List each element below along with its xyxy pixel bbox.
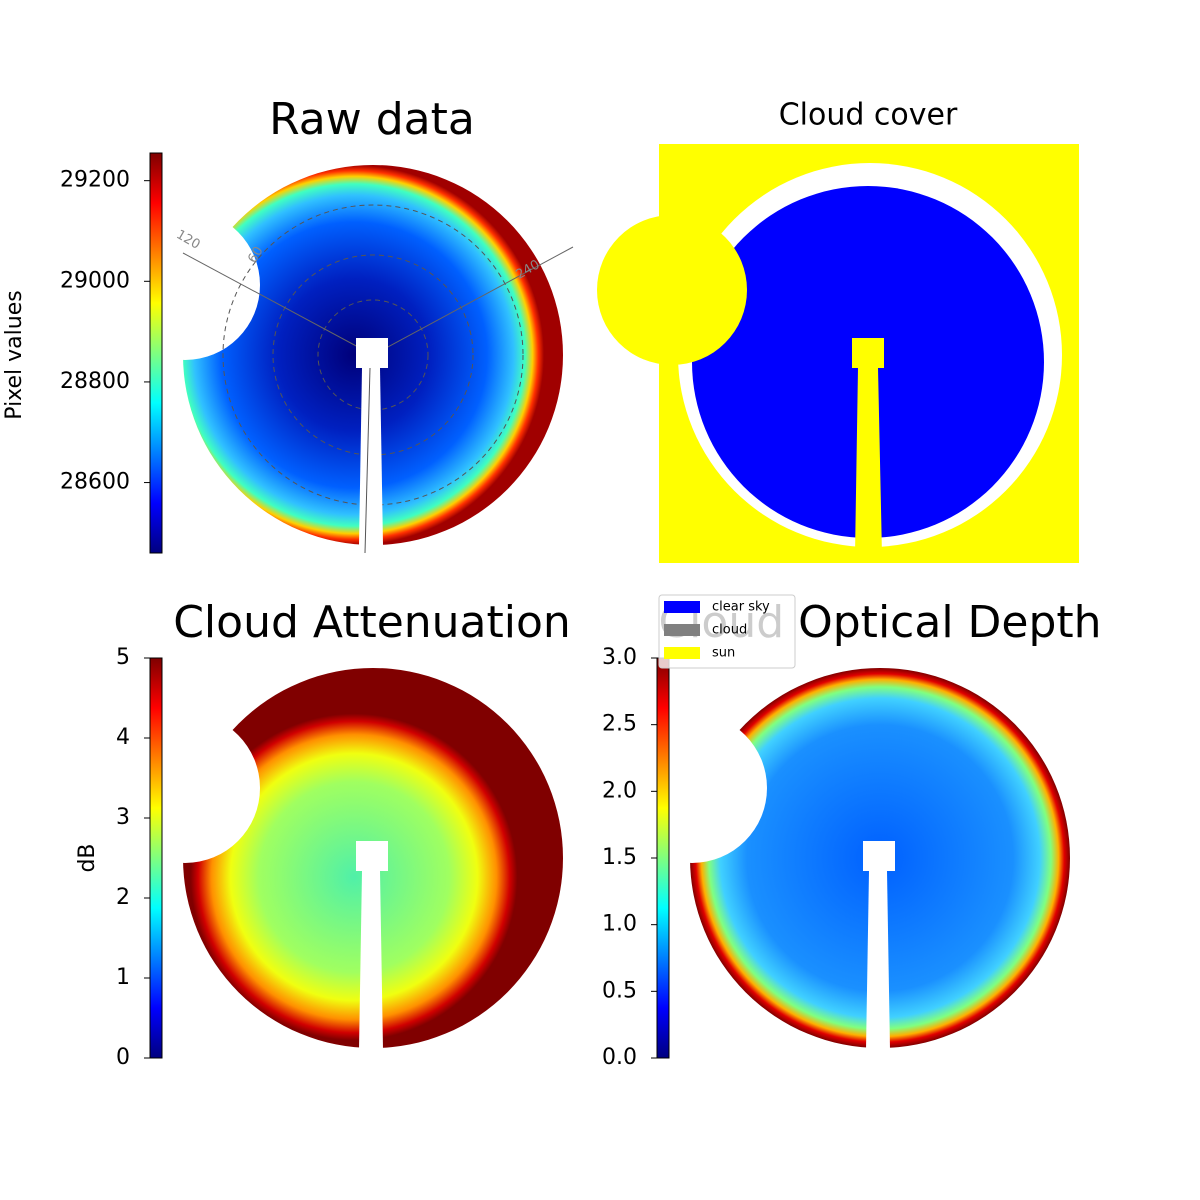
cloud-cover-image [597,144,1079,563]
tick-label: 28800 [60,369,130,394]
tick-label: 2.0 [602,778,637,803]
legend-swatch [664,624,700,636]
tick-label: 4 [116,725,130,750]
colorbar-label: Pixel values [2,290,27,419]
legend-label: clear sky [712,600,770,615]
tick-label: 2.5 [602,712,637,737]
colorbar [149,152,163,554]
tick-label: 5 [116,645,130,670]
colorbar [656,657,670,1059]
tick-label: 0 [116,1045,130,1070]
attenuation-image [110,668,563,1050]
tick-label: 1 [116,965,130,990]
colorbar [149,657,163,1059]
optical-depth-image [617,668,1070,1050]
raw-image [110,165,574,554]
tick-label: 3.0 [602,645,637,670]
tick-label: 28600 [60,470,130,495]
colorbar-label: dB [75,843,100,872]
title: Raw data [269,94,475,145]
legend-swatch [664,601,700,613]
tick-label: 29200 [60,168,130,193]
tick-label: 1.0 [602,912,637,937]
title: Cloud cover [779,98,958,133]
polar-label: 60 [245,244,266,266]
tick-label: 2 [116,885,130,910]
title: Cloud Attenuation [173,597,571,648]
tick-label: 0.5 [602,978,637,1003]
tick-label: 3 [116,805,130,830]
tick-label: 0.0 [602,1045,637,1070]
tick-label: 1.5 [602,845,637,870]
legend-label: sun [712,646,735,661]
legend-swatch [664,647,700,659]
legend-label: cloud [712,623,747,638]
tick-label: 29000 [60,268,130,293]
